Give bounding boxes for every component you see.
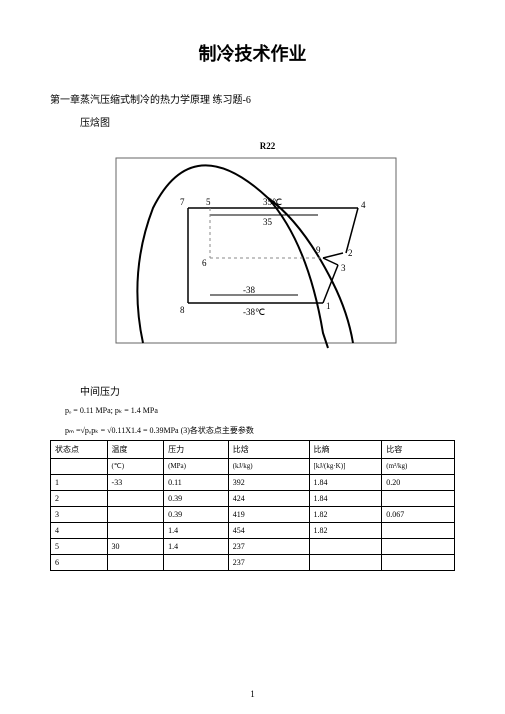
bot-temp-c: -38℃ [243,307,265,317]
pt-5: 5 [206,197,211,207]
formula-1: pₒ = 0.11 MPa; pₖ = 1.4 MPa [65,406,455,415]
state-points-table: 状态点 温度 压力 比焓 比熵 比容 (℃) (MPa) (kJ/kg) [kJ… [50,440,455,571]
c: 30 [107,539,164,555]
c: 1 [51,475,108,491]
pt-6: 6 [202,258,207,268]
c: 1.4 [164,523,229,539]
u0 [51,459,108,475]
th-temp: 温度 [107,441,164,459]
c: 4 [51,523,108,539]
c [309,555,382,571]
c: 1.82 [309,523,382,539]
page-number: 1 [0,689,505,699]
th-state: 状态点 [51,441,108,459]
c: 0.11 [164,475,229,491]
chart-refrigerant-label: R22 [80,141,455,151]
c: 419 [228,507,309,523]
c: 1.82 [309,507,382,523]
subtitle: 压焓图 [80,114,455,129]
c [382,491,455,507]
c [309,539,382,555]
pt-1: 1 [326,301,331,311]
pt-2: 2 [348,248,353,258]
c [164,555,229,571]
u1: (℃) [107,459,164,475]
c: 237 [228,555,309,571]
table-row: 4 1.44541.82 [51,523,455,539]
pt-8: 8 [180,305,185,315]
c [382,539,455,555]
formula-2: pₘ =√pₒpₖ = √0.11X1.4 = 0.39MPa (3)各状态点主… [65,425,455,436]
table-row: 3 0.394191.820.067 [51,507,455,523]
c: 424 [228,491,309,507]
page-title: 制冷技术作业 [50,40,455,66]
table-row: 1-330.113921.840.20 [51,475,455,491]
c [382,523,455,539]
u2: (MPa) [164,459,229,475]
th-press: 压力 [164,441,229,459]
c: 237 [228,539,309,555]
table-units-row: (℃) (MPa) (kJ/kg) [kJ/(kg·K)] (m³/kg) [51,459,455,475]
mid-pressure-label: 中间压力 [80,383,455,398]
bot-temp: -38 [243,285,255,295]
table-row: 5301.4237 [51,539,455,555]
th-entr: 比熵 [309,441,382,459]
c: 392 [228,475,309,491]
u5: (m³/kg) [382,459,455,475]
c: 5 [51,539,108,555]
pt-7: 7 [180,197,185,207]
c: 0.20 [382,475,455,491]
ph-diagram: 7 5 4 35℃ 35 6 9 2 3 8 1 -38 -38℃ [98,153,408,353]
top-temp-c: 35℃ [263,197,282,207]
c: 0.39 [164,491,229,507]
c: 0.067 [382,507,455,523]
table-header-row: 状态点 温度 压力 比焓 比熵 比容 [51,441,455,459]
c [107,555,164,571]
chapter-line: 第一章蒸汽压缩式制冷的热力学原理 练习题-6 [50,91,455,106]
c: 1.84 [309,475,382,491]
c: 0.39 [164,507,229,523]
th-spv: 比容 [382,441,455,459]
c [107,491,164,507]
pt-9: 9 [316,245,321,255]
pt-4: 4 [361,200,366,210]
u4: [kJ/(kg·K)] [309,459,382,475]
c: -33 [107,475,164,491]
c: 1.84 [309,491,382,507]
c: 1.4 [164,539,229,555]
c [107,523,164,539]
u3: (kJ/kg) [228,459,309,475]
c [107,507,164,523]
c: 6 [51,555,108,571]
c: 2 [51,491,108,507]
c: 3 [51,507,108,523]
c: 454 [228,523,309,539]
c [382,555,455,571]
top-temp: 35 [263,217,273,227]
table-row: 2 0.394241.84 [51,491,455,507]
table-row: 6 237 [51,555,455,571]
pt-3: 3 [341,263,346,273]
th-enth: 比焓 [228,441,309,459]
